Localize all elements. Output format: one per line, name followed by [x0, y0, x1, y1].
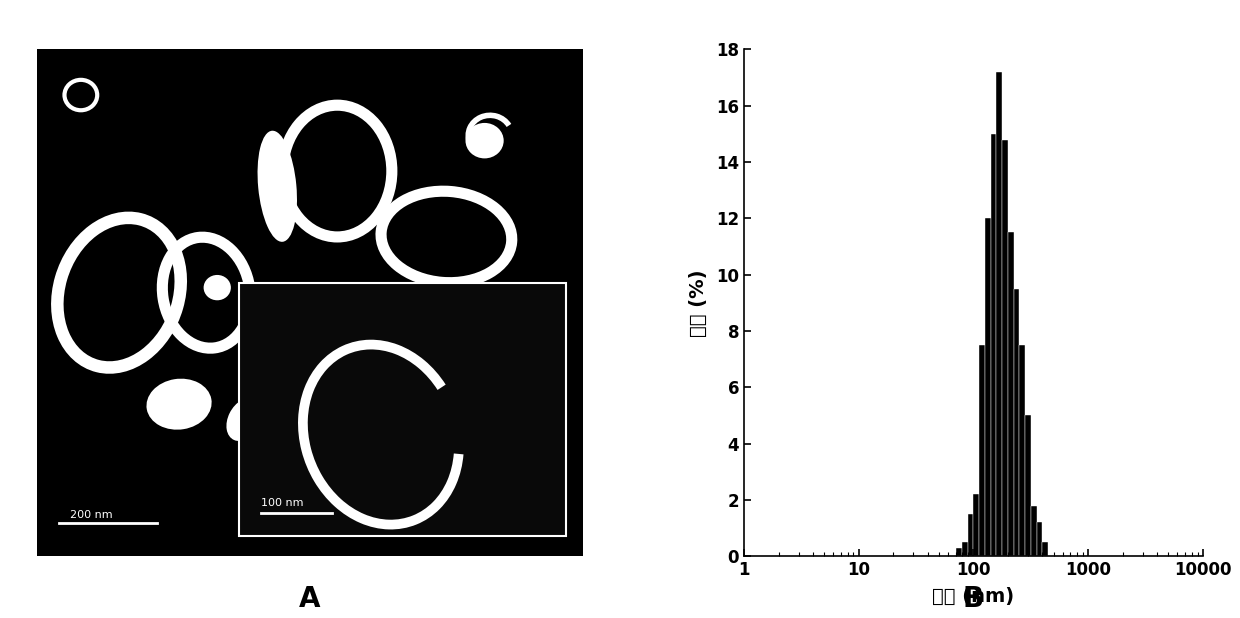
- Ellipse shape: [258, 131, 298, 242]
- Bar: [1008, 232, 1013, 556]
- Text: 200 nm: 200 nm: [69, 510, 113, 520]
- Ellipse shape: [203, 275, 231, 300]
- Ellipse shape: [227, 398, 263, 441]
- Bar: [1019, 345, 1025, 556]
- Bar: [239, 282, 567, 536]
- Text: 100 nm: 100 nm: [260, 497, 304, 507]
- Bar: [996, 72, 1002, 556]
- Bar: [985, 218, 991, 556]
- Bar: [1042, 542, 1048, 556]
- Bar: [956, 548, 962, 556]
- Ellipse shape: [146, 379, 212, 430]
- X-axis label: 粒径 (nm): 粒径 (nm): [932, 587, 1014, 606]
- Bar: [1030, 506, 1037, 556]
- Bar: [991, 134, 996, 556]
- Bar: [962, 542, 967, 556]
- Bar: [1025, 415, 1030, 556]
- Y-axis label: 强度 (%): 强度 (%): [688, 269, 708, 337]
- Bar: [1013, 289, 1019, 556]
- Text: B: B: [962, 585, 985, 614]
- Bar: [1002, 140, 1008, 556]
- Bar: [973, 494, 980, 556]
- Ellipse shape: [465, 123, 503, 158]
- Bar: [1037, 522, 1042, 556]
- Bar: [980, 345, 985, 556]
- Text: A: A: [299, 585, 321, 614]
- Bar: [967, 514, 973, 556]
